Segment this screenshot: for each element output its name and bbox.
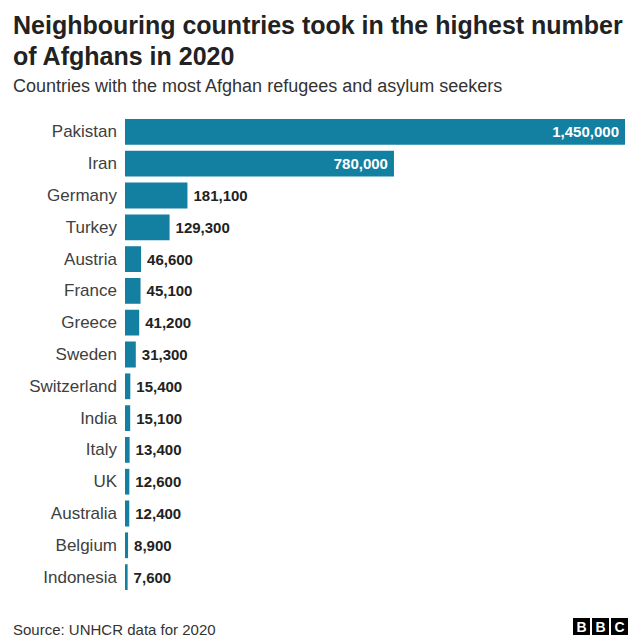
- svg-text:45,100: 45,100: [147, 282, 193, 299]
- svg-text:Source: UNHCR data for 2020: Source: UNHCR data for 2020: [13, 621, 216, 638]
- svg-text:C: C: [614, 619, 624, 635]
- svg-text:46,600: 46,600: [147, 251, 193, 268]
- svg-text:7,600: 7,600: [134, 569, 172, 586]
- svg-text:181,100: 181,100: [193, 187, 247, 204]
- svg-text:Australia: Australia: [51, 504, 118, 523]
- svg-text:Turkey: Turkey: [66, 218, 118, 237]
- svg-text:Belgium: Belgium: [56, 536, 117, 555]
- svg-text:780,000: 780,000: [334, 155, 388, 172]
- svg-text:B: B: [576, 619, 586, 635]
- svg-text:India: India: [80, 409, 117, 428]
- svg-text:Switzerland: Switzerland: [29, 377, 117, 396]
- svg-text:Indonesia: Indonesia: [43, 568, 117, 587]
- svg-text:15,400: 15,400: [136, 378, 182, 395]
- svg-text:Pakistan: Pakistan: [52, 122, 117, 141]
- svg-text:12,600: 12,600: [135, 473, 181, 490]
- svg-text:15,100: 15,100: [136, 410, 182, 427]
- svg-text:1,450,000: 1,450,000: [552, 123, 619, 140]
- svg-text:Italy: Italy: [86, 440, 118, 459]
- svg-text:Neighbouring countries took in: Neighbouring countries took in the highe…: [13, 11, 630, 39]
- svg-text:31,300: 31,300: [142, 346, 188, 363]
- svg-text:12,400: 12,400: [135, 505, 181, 522]
- svg-text:13,400: 13,400: [136, 441, 182, 458]
- svg-text:Germany: Germany: [47, 186, 117, 205]
- svg-text:129,300: 129,300: [176, 219, 230, 236]
- svg-text:Sweden: Sweden: [56, 345, 117, 364]
- svg-text:UK: UK: [93, 472, 117, 491]
- svg-text:8,900: 8,900: [134, 537, 172, 554]
- svg-text:41,200: 41,200: [145, 314, 191, 331]
- svg-text:B: B: [595, 619, 605, 635]
- svg-text:France: France: [64, 281, 117, 300]
- svg-text:Greece: Greece: [61, 313, 117, 332]
- svg-text:Austria: Austria: [64, 250, 117, 269]
- svg-text:Iran: Iran: [88, 154, 117, 173]
- svg-text:of Afghans in 2020: of Afghans in 2020: [13, 42, 234, 70]
- svg-text:Countries with the most Afghan: Countries with the most Afghan refugees …: [13, 76, 502, 96]
